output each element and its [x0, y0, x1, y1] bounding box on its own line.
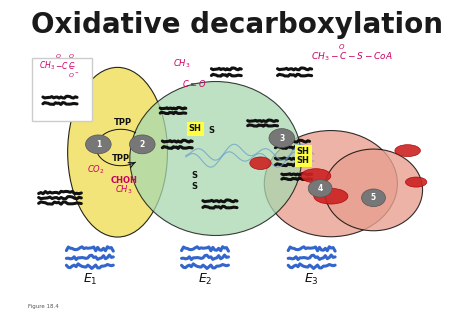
Text: SH: SH [297, 147, 310, 156]
Text: TPP: TPP [114, 118, 132, 127]
Text: 4: 4 [318, 184, 323, 193]
Text: 2: 2 [140, 140, 145, 149]
Text: 3: 3 [279, 133, 284, 143]
Ellipse shape [395, 145, 420, 157]
Ellipse shape [314, 188, 348, 204]
Text: $E_1$: $E_1$ [82, 272, 97, 287]
Ellipse shape [250, 157, 271, 170]
Text: Oxidative decarboxylation: Oxidative decarboxylation [31, 11, 443, 39]
Circle shape [86, 135, 111, 154]
Text: $O$: $O$ [55, 52, 62, 60]
Text: $C=O$: $C=O$ [182, 78, 207, 88]
Circle shape [129, 135, 155, 154]
Ellipse shape [68, 68, 167, 237]
Text: $E_2$: $E_2$ [198, 272, 212, 287]
Ellipse shape [301, 169, 331, 183]
Ellipse shape [324, 149, 422, 231]
Text: $-C-$: $-C-$ [55, 60, 76, 71]
Text: $CH_3$: $CH_3$ [173, 58, 190, 70]
Bar [32, 58, 92, 121]
Text: $CH_3$: $CH_3$ [39, 60, 55, 72]
Ellipse shape [405, 177, 427, 187]
Text: TPP: TPP [112, 154, 130, 163]
Text: $O$: $O$ [68, 52, 74, 60]
Circle shape [362, 189, 385, 207]
Text: S: S [191, 171, 197, 180]
Text: SH: SH [189, 125, 201, 133]
Text: CHOH: CHOH [110, 176, 137, 185]
Circle shape [269, 129, 294, 147]
Text: Figure 18.4: Figure 18.4 [28, 304, 59, 309]
Circle shape [308, 179, 332, 197]
Text: $CO_2$: $CO_2$ [87, 163, 104, 176]
Text: $CH_3$: $CH_3$ [115, 184, 133, 196]
Text: 5: 5 [371, 193, 376, 202]
Text: S: S [191, 182, 197, 191]
Text: S: S [209, 126, 214, 135]
Ellipse shape [130, 81, 301, 236]
Text: 1: 1 [96, 140, 101, 149]
Text: $CH_3-C-S-CoA$: $CH_3-C-S-CoA$ [311, 50, 393, 63]
Text: $O$: $O$ [338, 42, 345, 51]
Text: $C$: $C$ [68, 60, 75, 71]
Text: $O^-$: $O^-$ [68, 71, 79, 79]
Text: $E_3$: $E_3$ [304, 272, 319, 287]
Ellipse shape [264, 131, 397, 237]
Text: SH: SH [297, 156, 310, 165]
